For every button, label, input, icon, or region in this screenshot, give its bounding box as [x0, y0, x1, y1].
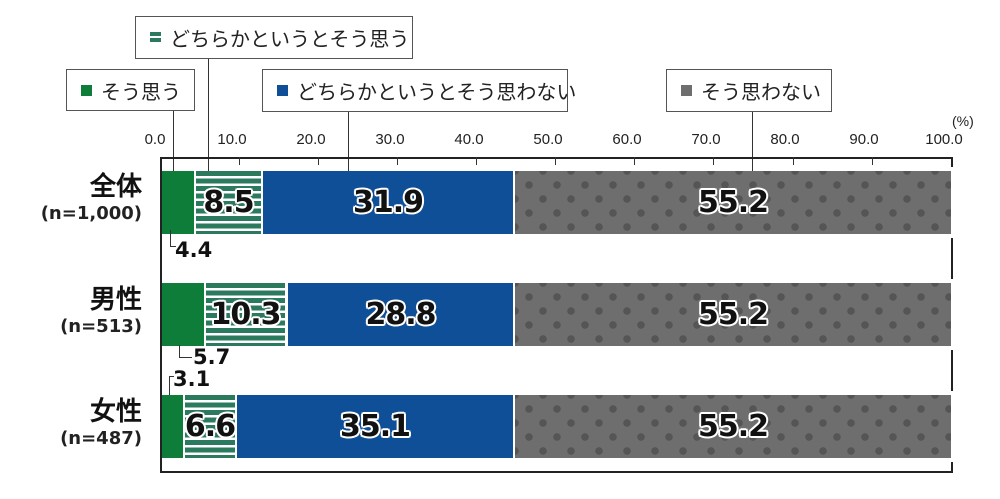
row-label-female-name: 女性 — [89, 397, 142, 427]
plot-frame-bottom — [160, 471, 953, 473]
axis-unit-label: (%) — [952, 113, 974, 129]
callout-total-agree — [170, 230, 176, 247]
tick-label-70: 70.0 — [691, 131, 721, 148]
axis-tick — [793, 157, 794, 165]
value-male-agree-label: 5.7 — [193, 345, 231, 369]
row-label-total-n: (n=1,000) — [40, 203, 142, 224]
legend-leader-disagree — [752, 112, 753, 184]
value-female-somewhat-disagree: 35.1 — [339, 409, 411, 444]
value-female-agree: 3.1 — [173, 367, 211, 391]
legend-swatch-agree — [81, 84, 92, 96]
value-male-somewhat-disagree: 28.8 — [365, 297, 436, 332]
axis-tick — [318, 157, 319, 165]
bar-male-somewhat-disagree: 28.8 — [288, 283, 513, 346]
legend-item-somewhat-agree: どちらかというとそう思う — [135, 16, 413, 59]
tick-label-20: 20.0 — [296, 131, 326, 148]
bar-female-disagree: 55.2 — [515, 395, 951, 458]
value-total-agree: 4.4 — [175, 238, 213, 262]
tick-label-50: 50.0 — [533, 131, 563, 148]
plot-frame-right-top — [951, 157, 953, 167]
tick-label-40: 40.0 — [454, 131, 484, 148]
bar-female-somewhat-agree: 6.6 — [184, 395, 236, 458]
legend-label-somewhat-agree: どちらかというとそう思う — [170, 27, 410, 51]
value-female-somewhat-agree: 6.6 — [184, 409, 236, 444]
axis-tick — [239, 157, 240, 165]
bar-total-disagree: 55.2 — [515, 171, 951, 234]
bar-total-agree — [162, 171, 194, 234]
legend-item-agree: そう思う — [66, 69, 195, 111]
legend-leader-somewhat-agree — [208, 59, 209, 211]
value-total-somewhat-disagree: 31.9 — [352, 185, 424, 220]
row-label-female: 女性 (n=487) — [60, 397, 142, 451]
tick-label-10: 10.0 — [217, 131, 247, 148]
callout-male-agree — [179, 345, 192, 358]
legend-label-somewhat-disagree: どちらかというとそう思わない — [297, 80, 577, 104]
plot-frame-right-1 — [951, 238, 953, 279]
axis-tick — [713, 157, 714, 165]
legend-swatch-somewhat-disagree — [277, 85, 288, 96]
axis-tick — [397, 157, 398, 165]
callout-female-agree — [169, 376, 174, 401]
row-label-male: 男性 (n=513) — [60, 285, 142, 339]
bar-total-somewhat-agree: 8.5 — [196, 171, 261, 234]
bar-male-disagree: 55.2 — [515, 283, 951, 346]
axis-tick — [634, 157, 635, 165]
bar-total-somewhat-disagree: 31.9 — [263, 171, 513, 234]
tick-label-80: 80.0 — [770, 131, 800, 148]
legend-swatch-somewhat-agree — [150, 32, 161, 43]
axis-tick — [476, 157, 477, 165]
value-male-disagree: 55.2 — [697, 297, 769, 332]
axis-tick — [872, 157, 873, 165]
plot-frame — [160, 157, 952, 473]
legend-item-somewhat-disagree: どちらかというとそう思わない — [262, 69, 576, 112]
bar-female-somewhat-disagree: 35.1 — [237, 395, 513, 458]
bar-male-somewhat-agree: 10.3 — [206, 283, 285, 346]
value-male-somewhat-agree: 10.3 — [210, 297, 281, 332]
tick-label-30: 30.0 — [375, 131, 405, 148]
tick-label-100: 100.0 — [925, 131, 963, 148]
legend-item-disagree: そう思わない — [666, 69, 832, 112]
legend-label-agree: そう思う — [101, 79, 181, 104]
row-label-female-n: (n=487) — [60, 428, 142, 449]
tick-label-60: 60.0 — [612, 131, 642, 148]
legend-leader-agree — [173, 111, 174, 211]
tick-label-0: 0.0 — [144, 131, 166, 148]
axis-tick — [555, 157, 556, 165]
plot-frame-right-2 — [951, 350, 953, 391]
legend-label-disagree: そう思わない — [701, 80, 821, 104]
plot-frame-right-bottom — [951, 462, 953, 473]
value-total-disagree: 55.2 — [697, 185, 769, 220]
legend-leader-somewhat-disagree — [348, 112, 349, 184]
tick-label-90: 90.0 — [849, 131, 879, 148]
legend-swatch-disagree — [681, 85, 692, 96]
row-label-male-name: 男性 — [89, 285, 142, 315]
value-total-somewhat-agree: 8.5 — [203, 185, 254, 220]
row-label-total-name: 全体 — [89, 172, 142, 202]
bar-female-agree — [162, 395, 183, 458]
value-female-disagree: 55.2 — [697, 409, 769, 444]
bar-male-agree — [162, 283, 204, 346]
row-label-total: 全体 (n=1,000) — [41, 172, 142, 226]
row-label-male-n: (n=513) — [60, 316, 142, 337]
